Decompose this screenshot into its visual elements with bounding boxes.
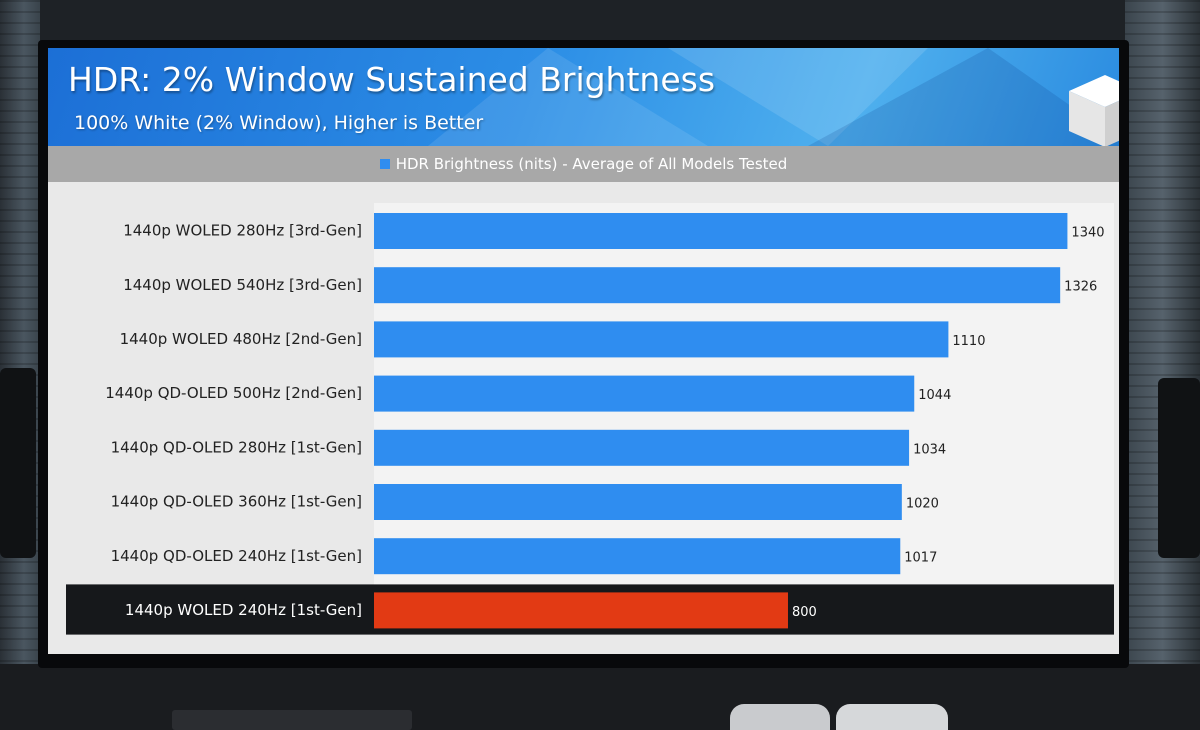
bar [374, 484, 902, 520]
bar-chart: 1440p WOLED 280Hz [3rd-Gen] 1340 1440p WOL… [66, 203, 1114, 635]
bar [374, 429, 910, 466]
value-label: 1034 [913, 442, 946, 457]
bar [374, 538, 901, 575]
value-label: 1017 [904, 551, 937, 566]
right-speaker [1158, 378, 1200, 558]
category-label: 1440p WOLED 280Hz [3rd-Gen] [123, 222, 362, 240]
keyboard [172, 710, 412, 730]
chart-legend: HDR Brightness (nits) - Average of All M… [48, 146, 1119, 182]
category-label: 1440p QD-OLED 280Hz [1st-Gen] [111, 438, 362, 456]
category-label: 1440p WOLED 240Hz [1st-Gen] [125, 601, 362, 619]
legend-swatch [379, 159, 390, 169]
category-label: 1440p WOLED 480Hz [2nd-Gen] [120, 330, 362, 348]
bar [374, 375, 915, 412]
legend-band: HDR Brightness (nits) - Average of All M… [48, 146, 1119, 182]
value-label: 1044 [918, 388, 951, 403]
bar [374, 592, 788, 629]
game-controller-black [836, 704, 948, 730]
chart-header: HDR: 2% Window Sustained Brightness 100%… [48, 48, 1119, 146]
bar [374, 321, 949, 358]
bar [374, 213, 1068, 249]
bar [374, 267, 1061, 304]
value-label: 1020 [906, 497, 939, 512]
category-label: 1440p QD-OLED 500Hz [2nd-Gen] [105, 384, 362, 402]
background-wall-right [1125, 0, 1200, 730]
legend-label: HDR Brightness (nits) - Average of All M… [395, 155, 788, 173]
value-label: 1340 [1071, 226, 1104, 241]
category-label: 1440p WOLED 540Hz [3rd-Gen] [123, 276, 362, 294]
value-label: 1110 [952, 334, 985, 349]
chart-subtitle: 100% White (2% Window), Higher is Better [74, 112, 484, 134]
chart-title: HDR: 2% Window Sustained Brightness [68, 60, 716, 99]
value-label: 1326 [1064, 280, 1097, 295]
cube-logo-icon [1069, 75, 1119, 146]
left-speaker [0, 368, 36, 558]
monitor-screen: HDR: 2% Window Sustained Brightness 100%… [48, 48, 1119, 654]
value-label: 800 [792, 605, 817, 620]
category-label: 1440p QD-OLED 360Hz [1st-Gen] [111, 493, 362, 511]
background-wall-left [0, 0, 40, 730]
category-label: 1440p QD-OLED 240Hz [1st-Gen] [111, 547, 362, 565]
game-controller-white [730, 704, 830, 730]
